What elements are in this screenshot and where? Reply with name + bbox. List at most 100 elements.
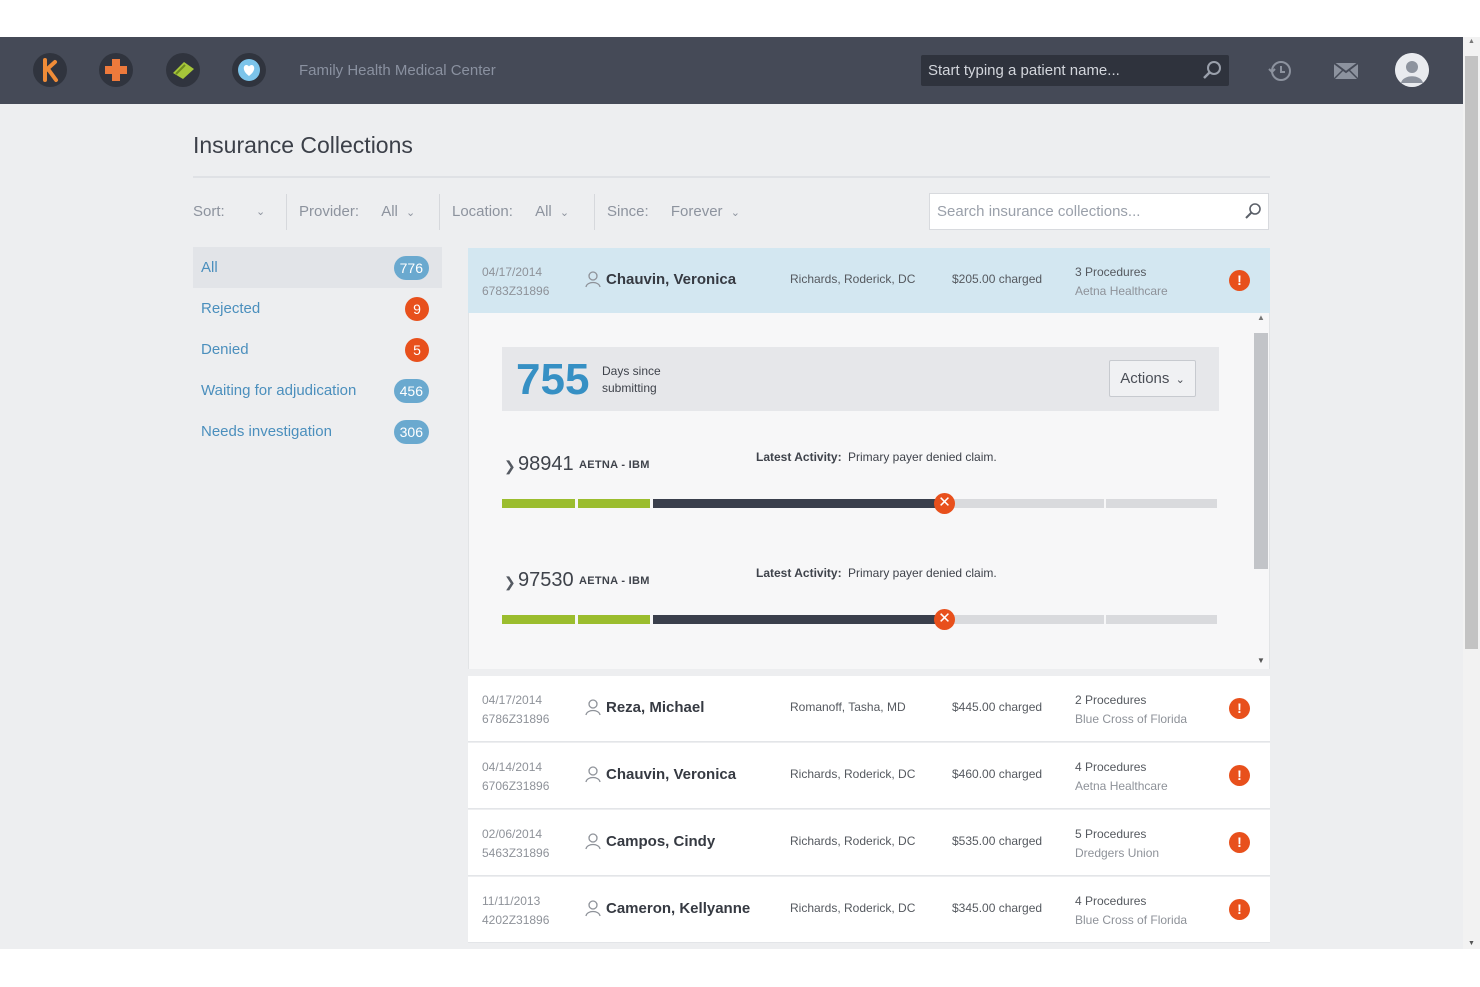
actions-dropdown-button[interactable]: Actions ⌄ [1109, 360, 1196, 397]
provider-name: Romanoff, Tasha, MD [790, 700, 906, 714]
procedure-count: 5 Procedures [1075, 827, 1147, 841]
alert-icon[interactable]: ! [1229, 698, 1250, 719]
location-value[interactable]: All [535, 203, 552, 220]
top-navigation-bar: Family Health Medical Center [0, 37, 1463, 104]
alert-icon[interactable]: ! [1229, 899, 1250, 920]
table-row[interactable]: 04/14/2014 6706Z31896 Chauvin, Veronica … [468, 743, 1270, 809]
scroll-up-icon[interactable]: ▲ [1468, 38, 1475, 45]
denied-marker-icon[interactable]: ✕ [934, 493, 955, 514]
divider [439, 194, 440, 230]
insurer-name: Aetna Healthcare [1075, 779, 1168, 793]
sidebar-item-denied[interactable]: Denied 5 [193, 329, 442, 370]
claim-item: ❯ 98941 AETNA - IBM Latest Activity: Pri… [502, 450, 1220, 523]
app-window: Family Health Medical Center Insurance C… [0, 37, 1463, 949]
progress-segment-active [653, 499, 951, 508]
provider-filter[interactable]: Provider: All ⌄ [299, 203, 415, 220]
sidebar-item-rejected[interactable]: Rejected 9 [193, 288, 442, 329]
count-badge: 456 [393, 379, 429, 403]
progress-segment-pending [951, 615, 1104, 624]
since-value[interactable]: Forever [670, 203, 723, 220]
claim-date: 04/17/2014 [482, 265, 543, 279]
patient-search-box[interactable] [921, 55, 1229, 86]
claim-number[interactable]: 97530 [518, 569, 574, 591]
detail-scrollbar[interactable]: ▲ ▼ [1254, 313, 1268, 669]
claim-item: ❯ 97530 AETNA - IBM Latest Activity: Pri… [502, 566, 1220, 639]
divider [594, 194, 595, 230]
days-count: 755 [516, 355, 590, 404]
chevron-down-icon[interactable]: ⌄ [730, 207, 740, 219]
progress-segment-done [502, 499, 575, 508]
location-label: Location: [452, 203, 513, 220]
claim-code: 4202Z31896 [482, 913, 550, 927]
alert-icon[interactable]: ! [1229, 832, 1250, 853]
location-filter[interactable]: Location: All ⌄ [452, 203, 569, 220]
sidebar-item-all[interactable]: All 776 [193, 247, 442, 288]
activity-text: Primary payer denied claim. [848, 450, 997, 464]
chevron-down-icon[interactable]: ⌄ [406, 207, 416, 219]
payer-name: AETNA - IBM [579, 459, 650, 471]
denied-marker-icon[interactable]: ✕ [934, 609, 955, 630]
patient-name[interactable]: Chauvin, Veronica [606, 766, 737, 783]
payer-name: AETNA - IBM [579, 575, 650, 587]
activity-text: Primary payer denied claim. [848, 566, 997, 580]
patient-name[interactable]: Cameron, Kellyanne [606, 900, 751, 917]
insurer-name: Blue Cross of Florida [1075, 913, 1188, 927]
claim-number[interactable]: 98941 [518, 453, 574, 475]
table-row-selected[interactable]: 04/17/2014 6783Z31896 Chauvin, Veronica … [468, 248, 1270, 313]
table-row[interactable]: 02/06/2014 5463Z31896 Campos, Cindy Rich… [468, 810, 1270, 876]
chevron-down-icon[interactable]: ⌄ [256, 206, 266, 218]
progress-segment-pending [1106, 499, 1217, 508]
collections-search-box[interactable] [929, 193, 1269, 230]
insurer-name: Dredgers Union [1075, 846, 1160, 860]
table-row[interactable]: 11/11/2013 4202Z31896 Cameron, Kellyanne… [468, 877, 1270, 943]
chevron-right-icon[interactable]: ❯ [504, 458, 516, 474]
claim-date: 04/17/2014 [482, 693, 543, 707]
medical-cross-icon[interactable] [99, 53, 133, 87]
sidebar-item-needs-investigation[interactable]: Needs investigation 306 [193, 411, 442, 452]
search-icon[interactable] [1244, 202, 1262, 225]
collections-search-input[interactable] [930, 194, 1230, 229]
user-avatar-icon[interactable] [1395, 53, 1429, 87]
scrollbar-thumb[interactable] [1465, 56, 1478, 649]
mail-icon[interactable] [1329, 54, 1363, 88]
charged-amount: $460.00 charged [952, 767, 1043, 781]
provider-name: Richards, Roderick, DC [790, 767, 916, 781]
table-row[interactable]: 04/17/2014 6786Z31896 Reza, Michael Roma… [468, 676, 1270, 742]
scroll-up-icon[interactable]: ▲ [1257, 313, 1265, 322]
procedure-count: 4 Procedures [1075, 894, 1147, 908]
status-sidebar: All 776 Rejected 9 Denied 5 Waiting for … [193, 247, 442, 452]
sidebar-item-label: Waiting for adjudication [201, 382, 357, 399]
sort-filter[interactable]: Sort: [193, 203, 225, 220]
claim-code: 6786Z31896 [482, 712, 550, 726]
alert-icon[interactable]: ! [1229, 270, 1250, 291]
patient-name[interactable]: Chauvin, Veronica [606, 271, 737, 288]
procedure-count: 4 Procedures [1075, 760, 1147, 774]
history-icon[interactable] [1263, 54, 1297, 88]
collections-list: 04/17/2014 6783Z31896 Chauvin, Veronica … [468, 248, 1270, 949]
money-icon[interactable] [166, 53, 200, 87]
provider-name: Richards, Roderick, DC [790, 834, 916, 848]
provider-value[interactable]: All [381, 203, 398, 220]
patient-name[interactable]: Campos, Cindy [606, 833, 716, 850]
divider [193, 176, 1270, 178]
claim-date: 04/14/2014 [482, 760, 543, 774]
since-filter[interactable]: Since: Forever ⌄ [607, 203, 740, 220]
k-logo-icon[interactable] [33, 53, 67, 87]
charged-amount: $205.00 charged [952, 272, 1043, 286]
count-badge: 306 [393, 420, 429, 444]
chevron-down-icon[interactable]: ⌄ [559, 207, 570, 219]
search-icon[interactable] [1201, 59, 1223, 86]
sidebar-item-waiting-for-adjudication[interactable]: Waiting for adjudication 456 [193, 370, 442, 411]
scrollbar-thumb[interactable] [1254, 333, 1268, 569]
user-icon [584, 698, 602, 721]
charged-amount: $445.00 charged [952, 700, 1043, 714]
patient-name[interactable]: Reza, Michael [606, 699, 705, 716]
scroll-down-icon[interactable]: ▼ [1257, 656, 1265, 665]
heart-icon[interactable] [232, 53, 266, 87]
alert-icon[interactable]: ! [1229, 765, 1250, 786]
days-label: submitting [602, 381, 657, 395]
chevron-right-icon[interactable]: ❯ [504, 574, 516, 590]
patient-search-input[interactable] [921, 55, 1191, 86]
scroll-down-icon[interactable]: ▼ [1468, 940, 1475, 947]
provider-label: Provider: [299, 203, 360, 220]
